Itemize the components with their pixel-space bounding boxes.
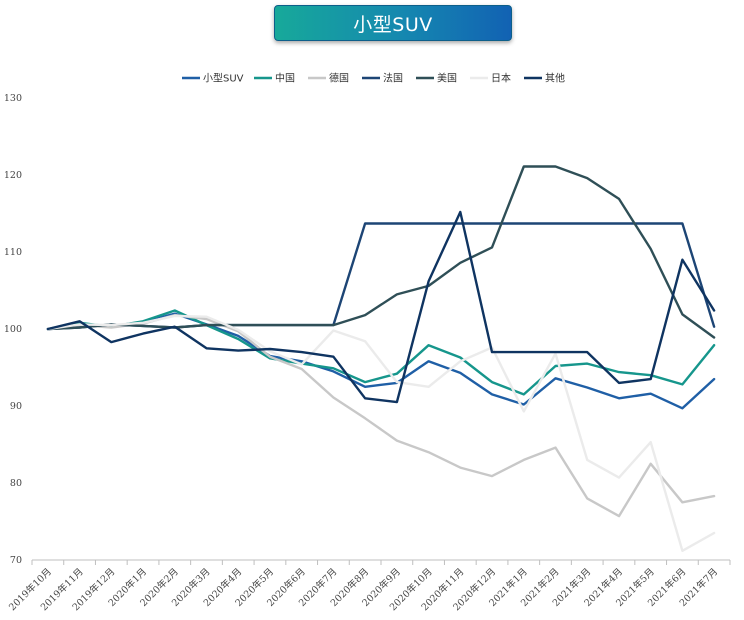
legend-item: 中国 xyxy=(254,72,295,85)
legend-label: 其他 xyxy=(545,72,565,85)
series-line-其他 xyxy=(46,210,716,404)
legend-item: 美国 xyxy=(416,72,457,85)
legend-label: 美国 xyxy=(437,72,457,85)
legend-label: 德国 xyxy=(329,72,349,85)
legend-item: 小型SUV xyxy=(182,72,244,85)
y-tick-label: 90 xyxy=(10,401,22,412)
plot-area xyxy=(46,165,716,552)
series-line-法国 xyxy=(46,222,716,331)
y-tick-label: 110 xyxy=(4,247,22,258)
y-tick-label: 100 xyxy=(4,324,22,335)
series-line-日本 xyxy=(46,314,716,552)
legend: 小型SUV 中国 德国 法国 美国 日本 其他 xyxy=(182,72,565,85)
chart-title-banner: 小型SUV xyxy=(274,5,512,41)
x-axis: 2019年10月2019年11月2019年12月2020年1月2020年2月20… xyxy=(6,559,731,613)
y-tick-label: 130 xyxy=(4,93,22,104)
legend-label: 法国 xyxy=(383,72,403,85)
legend-item: 其他 xyxy=(524,72,565,85)
y-tick-label: 120 xyxy=(4,170,22,181)
series-line-美国 xyxy=(46,165,716,339)
y-tick-label: 80 xyxy=(10,478,22,489)
series-line-小型SUV xyxy=(46,312,716,410)
chart-title: 小型SUV xyxy=(353,13,433,36)
legend-label: 中国 xyxy=(275,72,295,85)
legend-item: 日本 xyxy=(470,72,511,85)
y-tick-label: 70 xyxy=(10,555,22,566)
legend-item: 法国 xyxy=(362,72,403,85)
series-line-德国 xyxy=(46,313,716,518)
legend-label: 小型SUV xyxy=(203,72,244,85)
y-axis: 70 80 90 100 110 120 130 xyxy=(4,93,22,566)
legend-label: 日本 xyxy=(491,72,511,85)
legend-item: 德国 xyxy=(308,72,349,85)
